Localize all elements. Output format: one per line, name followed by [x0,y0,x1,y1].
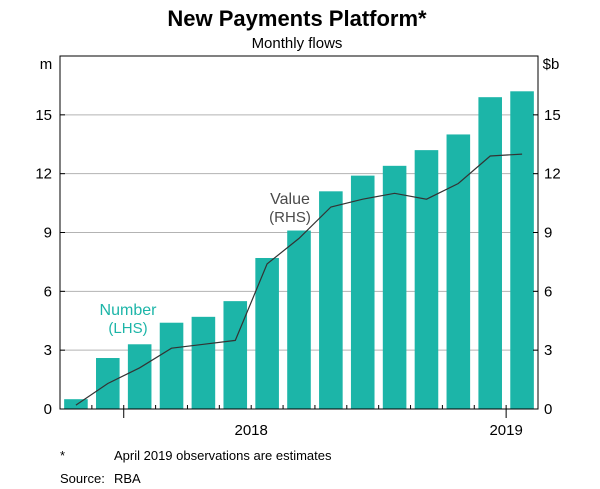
right-tick-label: 3 [544,342,552,359]
number-series-label: Number [100,302,158,319]
bar-number [191,316,216,409]
source-text: RBA [114,471,141,486]
line-value [75,153,523,406]
chart-subtitle: Monthly flows [252,35,343,52]
left-tick-label: 0 [44,401,52,418]
bar-number [255,257,279,409]
bar-number [446,134,471,409]
right-tick-label: 9 [544,225,552,242]
bar-number [478,97,502,409]
bar-number [510,91,534,410]
left-tick-label: 9 [44,225,52,242]
bar-number [159,322,184,409]
bar-number [319,191,343,409]
value-series-label: Value [270,191,310,208]
footnote-estimates: * April 2019 observations are estimates [60,448,332,463]
bar-number [350,175,375,409]
left-tick-label: 3 [44,342,52,359]
axes: 0 0 3 3 6 6 9 9 12 12 15 15 2018 2019 [35,55,561,439]
right-axis-unit: $b [543,56,560,73]
bar-number [127,344,152,409]
x-year-label: 2018 [235,422,268,439]
footnote-star: * [60,448,66,463]
bar-number [414,150,439,409]
left-axis-unit: m [40,56,53,73]
left-tick-label: 12 [35,166,52,183]
number-bars [64,91,534,410]
bar-number [223,301,248,409]
value-series-sublabel: (RHS) [269,209,311,226]
right-tick-label: 0 [544,401,552,418]
right-tick-label: 15 [544,107,561,124]
bar-number [64,399,88,409]
left-tick-label: 6 [44,283,52,300]
source-key: Source: [60,471,105,486]
bar-number [382,165,407,409]
value-line [75,153,523,406]
right-tick-label: 12 [544,166,561,183]
right-tick-label: 6 [544,283,552,300]
footnote-source: Source: RBA [60,471,141,486]
bar-number [287,230,311,409]
footnote-star-text: April 2019 observations are estimates [114,448,332,463]
number-series-sublabel: (LHS) [108,320,147,337]
left-tick-label: 15 [35,107,52,124]
x-year-label: 2019 [489,422,522,439]
chart-title: New Payments Platform* [167,6,427,31]
